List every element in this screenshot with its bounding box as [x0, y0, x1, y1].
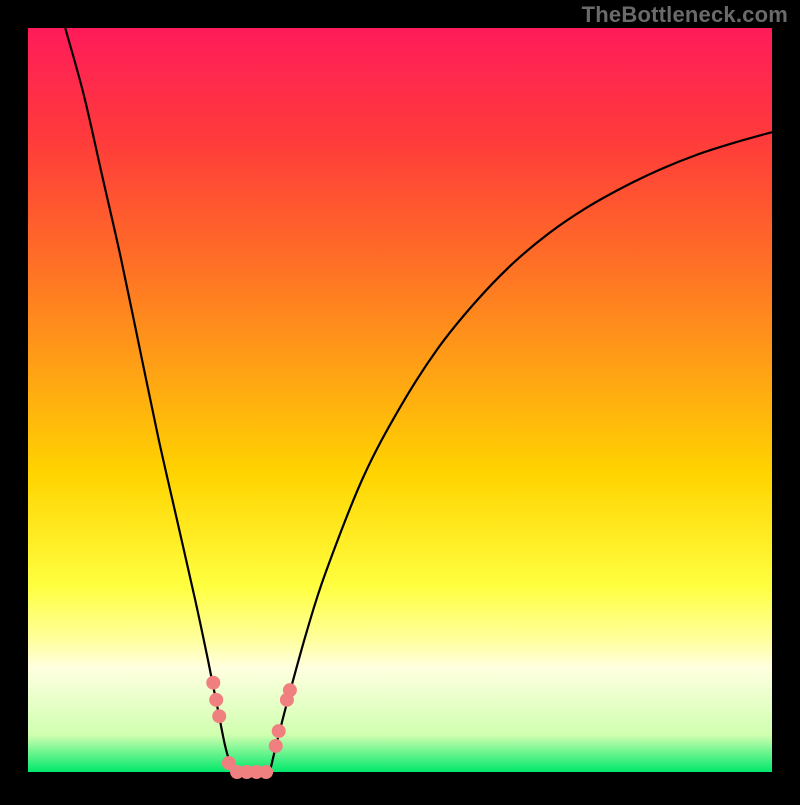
plot-background: [28, 28, 772, 772]
data-point: [272, 724, 286, 738]
data-point: [283, 683, 297, 697]
chart-frame: [0, 0, 800, 800]
data-point: [209, 693, 223, 707]
watermark-text: TheBottleneck.com: [582, 2, 788, 28]
data-point: [269, 739, 283, 753]
data-point: [206, 676, 220, 690]
data-point: [212, 709, 226, 723]
bottleneck-chart: [0, 0, 800, 800]
data-point: [259, 765, 273, 779]
